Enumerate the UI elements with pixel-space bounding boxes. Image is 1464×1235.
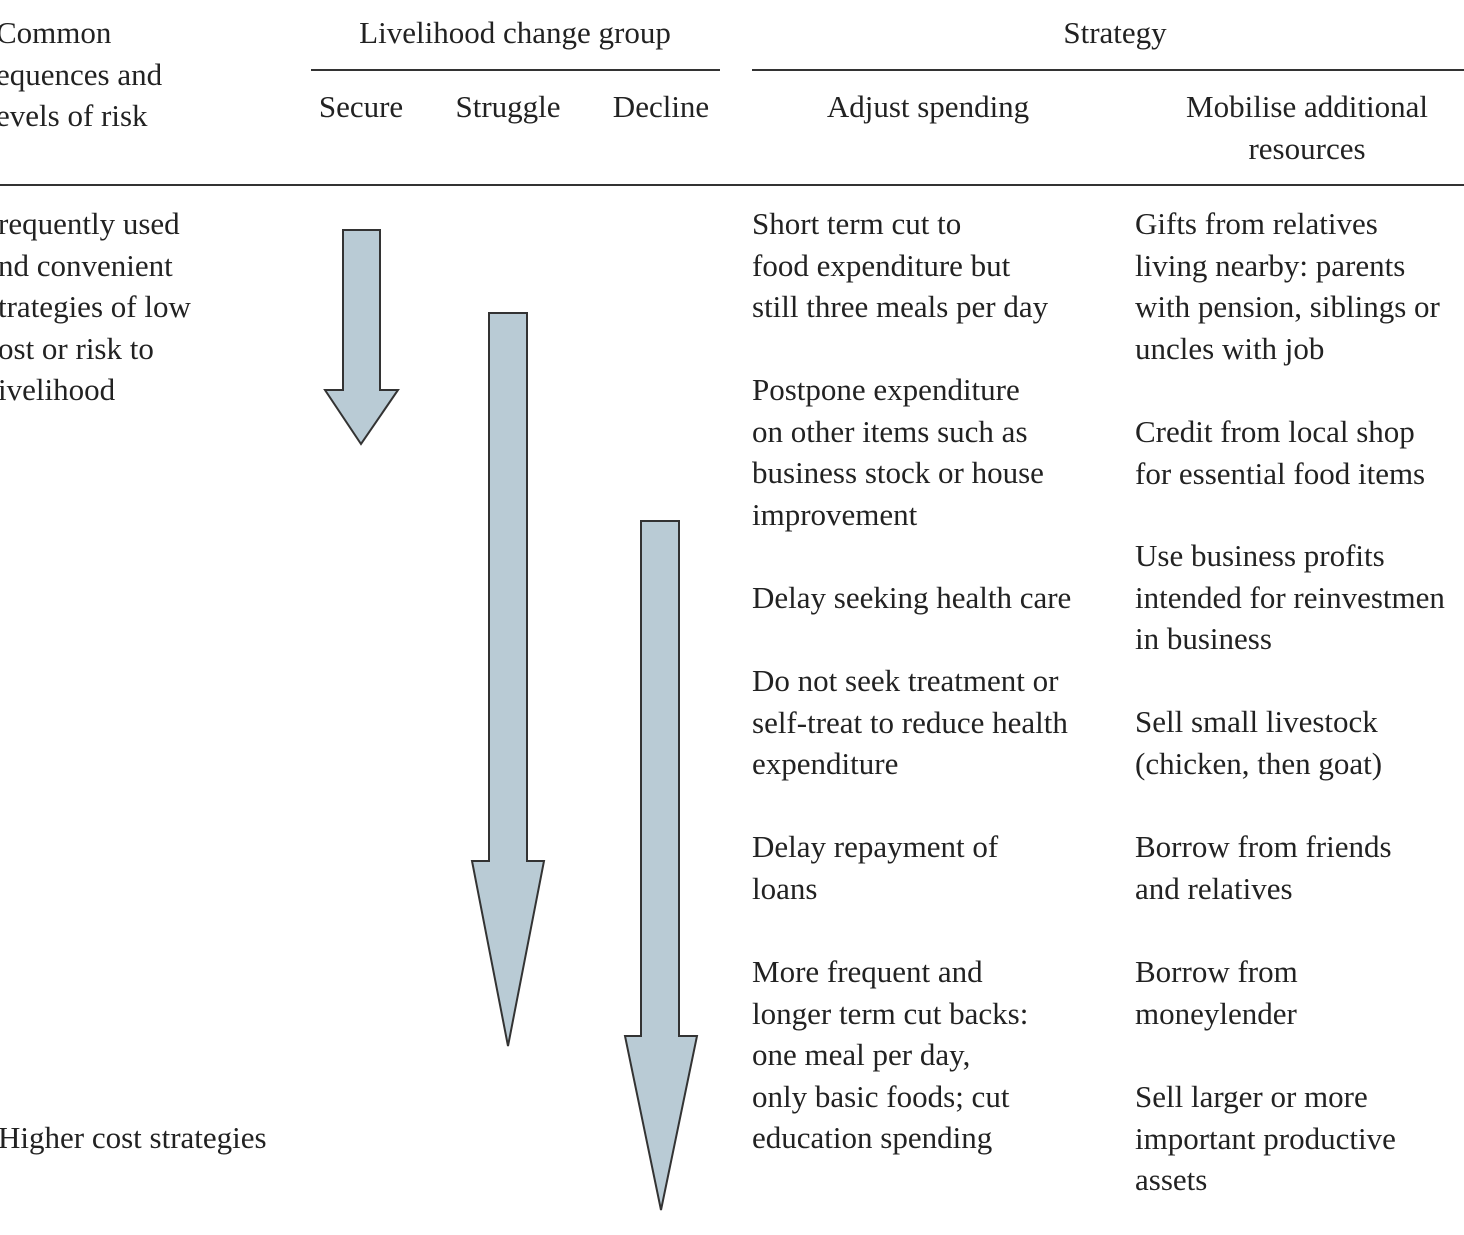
risk-text: trategies of low [0, 289, 191, 324]
mobilise-text: Credit from local shop [1135, 414, 1415, 449]
adjust-text: Delay seeking health care [752, 580, 1072, 615]
mobilise-text: for essential food items [1135, 455, 1426, 491]
risk-text: requently used [0, 206, 180, 241]
mobilise-text: Sell larger or more [1135, 1079, 1368, 1114]
adjust-text: one meal per day, [752, 1037, 971, 1072]
adjust-text: improvement [752, 496, 918, 532]
mobilise-text: living nearby: parents [1135, 247, 1406, 283]
mobilise-text: intended for reinvestmen [1135, 579, 1445, 615]
struggle-arrow [470, 312, 546, 1047]
adjust-text: education spending [752, 1120, 993, 1155]
mobilise-text: moneylender [1135, 995, 1297, 1031]
adjust-text: Do not seek treatment or [752, 663, 1059, 698]
mobilise-text: uncles with job [1135, 330, 1325, 366]
adjust-text: Short term cut to [752, 206, 962, 241]
group-label: Secure [318, 89, 404, 124]
strategy-rule [752, 69, 1464, 71]
mobilise-text: Sell small livestock [1135, 704, 1378, 739]
adjust-header: Adjust spending [826, 89, 1030, 124]
risk-text: ost or risk to [0, 330, 154, 366]
header-rule [0, 184, 1464, 186]
mobilise-text: (chicken, then goat) [1135, 745, 1383, 781]
mobilise-header: resources [1248, 130, 1366, 166]
mobilise-text: assets [1135, 1162, 1208, 1197]
mobilise-text: Borrow from [1135, 954, 1298, 989]
adjust-text: self-treat to reduce health [752, 704, 1068, 740]
adjust-text: Postpone expenditure [752, 372, 1020, 407]
mobilise-text: Borrow from friends [1135, 829, 1392, 864]
group-label: Decline [612, 89, 710, 124]
mobilise-text: with pension, siblings or [1135, 289, 1440, 324]
adjust-text: on other items such as [752, 413, 1028, 449]
secure-arrow [323, 229, 400, 446]
adjust-text: only basic foods; cut [752, 1078, 1010, 1114]
risk-text: nd convenient [0, 247, 173, 283]
group-header: Livelihood change group [359, 15, 671, 50]
adjust-text: longer term cut backs: [752, 995, 1029, 1031]
adjust-text: food expenditure but [752, 247, 1011, 283]
adjust-text: loans [752, 870, 818, 906]
risk-header: Common [0, 15, 112, 50]
risk-text: Higher cost strategies [0, 1120, 267, 1155]
risk-header: evels of risk [0, 98, 148, 133]
risk-text: ivelihood [0, 372, 116, 407]
mobilise-text: and relatives [1135, 870, 1293, 906]
adjust-text: business stock or house [752, 455, 1044, 490]
risk-header: equences and [0, 56, 163, 92]
adjust-text: More frequent and [752, 954, 983, 989]
mobilise-text: Gifts from relatives [1135, 206, 1378, 241]
mobilise-text: in business [1135, 621, 1272, 656]
mobilise-text: Use business profits [1135, 538, 1385, 573]
mobilise-header: Mobilise additional [1186, 89, 1428, 124]
group-rule [311, 69, 720, 71]
adjust-text: Delay repayment of [752, 829, 999, 864]
adjust-text: still three meals per day [752, 289, 1049, 324]
strategy-header: Strategy [1063, 15, 1167, 50]
group-label: Struggle [455, 89, 561, 124]
adjust-text: expenditure [752, 746, 899, 781]
decline-arrow [623, 520, 699, 1211]
mobilise-text: important productive [1135, 1120, 1396, 1156]
